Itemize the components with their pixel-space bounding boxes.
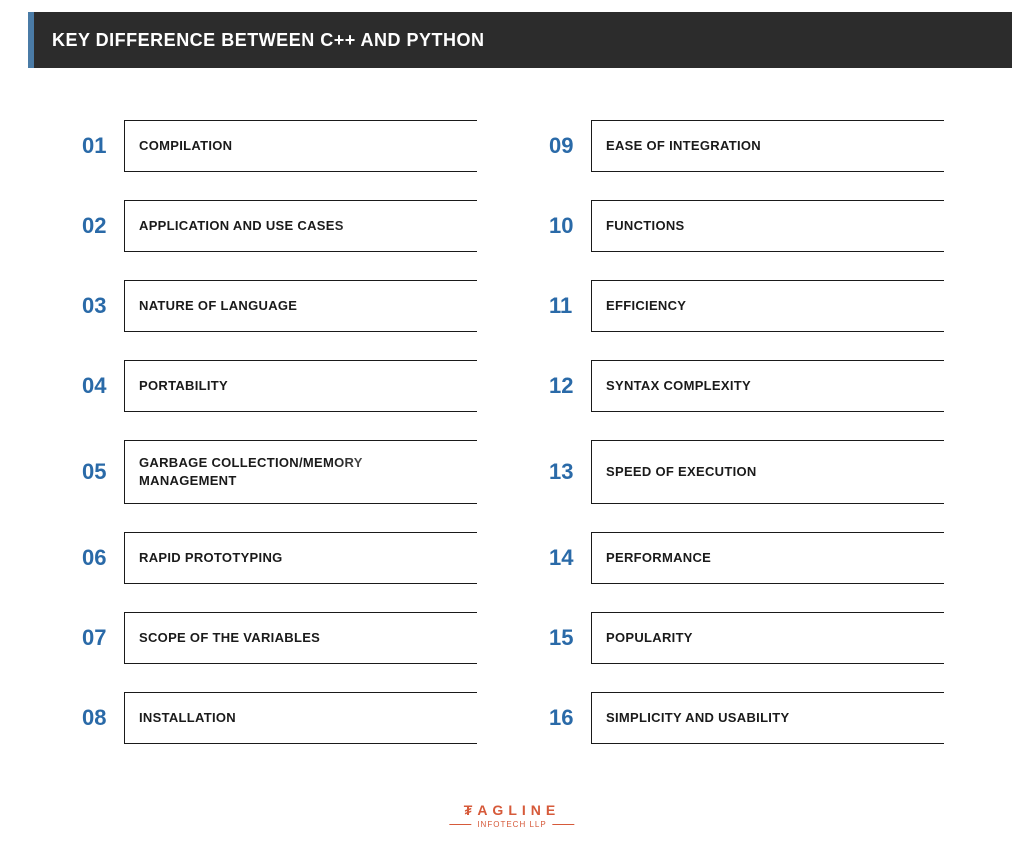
item-label: INSTALLATION [124, 692, 477, 744]
item-label: SPEED OF EXECUTION [591, 440, 944, 504]
list-item: 07 SCOPE OF THE VARIABLES [80, 612, 477, 664]
item-number: 01 [80, 120, 124, 172]
item-label: NATURE OF LANGUAGE [124, 280, 477, 332]
item-number: 13 [547, 440, 591, 504]
list-item: 13 SPEED OF EXECUTION [547, 440, 944, 504]
list-item: 14 PERFORMANCE [547, 532, 944, 584]
right-column: 09 EASE OF INTEGRATION 10 FUNCTIONS 11 E… [547, 120, 944, 744]
list-item: 08 INSTALLATION [80, 692, 477, 744]
item-label: PORTABILITY [124, 360, 477, 412]
list-item: 10 FUNCTIONS [547, 200, 944, 252]
list-container: 01 COMPILATION 02 APPLICATION AND USE CA… [80, 120, 944, 744]
item-number: 11 [547, 280, 591, 332]
list-item: 09 EASE OF INTEGRATION [547, 120, 944, 172]
header-title: KEY DIFFERENCE BETWEEN C++ AND PYTHON [52, 30, 485, 51]
logo-line-icon [449, 824, 471, 825]
footer-logo: ₮AGLINE INFOTECH LLP [449, 802, 574, 829]
header-accent [28, 12, 34, 68]
item-label: COMPILATION [124, 120, 477, 172]
item-number: 15 [547, 612, 591, 664]
item-label: FUNCTIONS [591, 200, 944, 252]
list-item: 06 RAPID PROTOTYPING [80, 532, 477, 584]
header: KEY DIFFERENCE BETWEEN C++ AND PYTHON [28, 12, 1012, 68]
item-number: 09 [547, 120, 591, 172]
list-item: 05 GARBAGE COLLECTION/MEMORY MANAGEMENT [80, 440, 477, 504]
item-number: 10 [547, 200, 591, 252]
list-item: 16 SIMPLICITY AND USABILITY [547, 692, 944, 744]
logo-subtitle: INFOTECH LLP [449, 820, 574, 829]
item-number: 08 [80, 692, 124, 744]
list-item: 04 PORTABILITY [80, 360, 477, 412]
item-number: 16 [547, 692, 591, 744]
item-number: 05 [80, 440, 124, 504]
item-label: POPULARITY [591, 612, 944, 664]
item-number: 12 [547, 360, 591, 412]
logo-brand: ₮AGLINE [449, 802, 574, 818]
item-label: RAPID PROTOTYPING [124, 532, 477, 584]
item-label: SCOPE OF THE VARIABLES [124, 612, 477, 664]
list-item: 12 SYNTAX COMPLEXITY [547, 360, 944, 412]
item-label: SYNTAX COMPLEXITY [591, 360, 944, 412]
logo-line-icon [553, 824, 575, 825]
item-label: EASE OF INTEGRATION [591, 120, 944, 172]
list-item: 02 APPLICATION AND USE CASES [80, 200, 477, 252]
list-item: 11 EFFICIENCY [547, 280, 944, 332]
list-item: 01 COMPILATION [80, 120, 477, 172]
item-label: EFFICIENCY [591, 280, 944, 332]
item-number: 06 [80, 532, 124, 584]
item-number: 03 [80, 280, 124, 332]
item-label: PERFORMANCE [591, 532, 944, 584]
item-label: APPLICATION AND USE CASES [124, 200, 477, 252]
logo-subtitle-text: INFOTECH LLP [477, 820, 546, 829]
item-label: SIMPLICITY AND USABILITY [591, 692, 944, 744]
item-number: 04 [80, 360, 124, 412]
left-column: 01 COMPILATION 02 APPLICATION AND USE CA… [80, 120, 477, 744]
item-number: 14 [547, 532, 591, 584]
item-number: 02 [80, 200, 124, 252]
list-item: 03 NATURE OF LANGUAGE [80, 280, 477, 332]
list-item: 15 POPULARITY [547, 612, 944, 664]
item-label: GARBAGE COLLECTION/MEMORY MANAGEMENT [124, 440, 477, 504]
item-number: 07 [80, 612, 124, 664]
